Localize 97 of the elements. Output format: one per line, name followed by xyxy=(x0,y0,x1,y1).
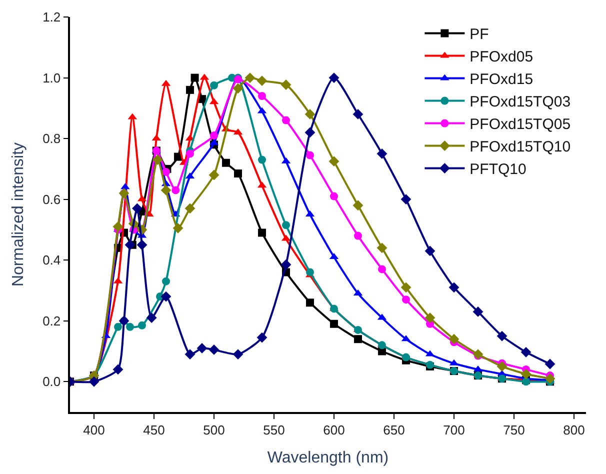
point xyxy=(162,168,170,176)
point xyxy=(496,361,508,372)
x-tick-label: 750 xyxy=(503,422,525,438)
point xyxy=(196,342,208,354)
legend-label: PFOxd15TQ10 xyxy=(470,138,571,156)
x-tick-label: 800 xyxy=(563,422,585,438)
x-tick-label: 650 xyxy=(383,422,405,438)
point xyxy=(160,184,172,196)
point xyxy=(330,320,338,328)
point xyxy=(232,349,244,360)
point xyxy=(330,192,338,200)
point xyxy=(208,170,220,180)
point xyxy=(544,358,556,370)
point xyxy=(354,232,362,240)
legend-label: PFOxd05 xyxy=(470,48,534,66)
point xyxy=(304,109,316,120)
point xyxy=(424,312,436,324)
point xyxy=(88,376,100,387)
point xyxy=(424,246,436,256)
point xyxy=(232,83,244,94)
point xyxy=(354,335,362,344)
point xyxy=(138,321,146,330)
point xyxy=(304,127,316,138)
x-tick-label: 450 xyxy=(143,422,165,438)
point xyxy=(306,151,314,160)
point xyxy=(210,81,218,90)
y-tick-label: 0.2 xyxy=(42,313,61,328)
point xyxy=(126,322,134,331)
point xyxy=(544,373,556,384)
point xyxy=(258,156,266,164)
point xyxy=(136,240,148,250)
point xyxy=(472,349,484,360)
point xyxy=(186,86,194,94)
point xyxy=(306,298,314,307)
point xyxy=(352,200,364,211)
y-tick-label: 1.0 xyxy=(42,70,61,86)
point xyxy=(400,194,412,205)
point xyxy=(234,169,242,178)
x-tick-label: 700 xyxy=(443,422,465,438)
point xyxy=(280,80,292,90)
point xyxy=(448,334,460,344)
point xyxy=(520,368,532,380)
point xyxy=(282,116,290,124)
point xyxy=(472,306,484,317)
x-axis-title: Wavelength (nm) xyxy=(267,450,389,467)
point xyxy=(400,282,412,293)
point xyxy=(124,240,136,250)
y-axis-title: Normalized intensity xyxy=(10,142,27,287)
x-tick-label: 500 xyxy=(203,422,225,438)
point xyxy=(376,148,388,159)
legend-label: PFOxd15TQ03 xyxy=(470,94,571,111)
y-tick-label: 0.8 xyxy=(42,131,61,146)
point xyxy=(160,291,172,302)
point xyxy=(210,132,218,140)
point xyxy=(258,92,266,100)
point xyxy=(402,296,410,304)
point xyxy=(520,346,532,358)
point xyxy=(376,242,388,254)
point xyxy=(496,330,508,342)
point xyxy=(222,158,230,167)
point xyxy=(256,76,268,86)
point xyxy=(152,154,163,166)
x-tick-label: 550 xyxy=(263,422,285,438)
point xyxy=(190,74,199,82)
y-tick-label: 0.0 xyxy=(42,374,61,390)
point xyxy=(162,277,170,286)
point xyxy=(146,312,157,324)
point xyxy=(132,203,142,214)
legend-label: PFOxd15TQ05 xyxy=(470,116,571,134)
point xyxy=(184,349,196,360)
point xyxy=(186,150,194,158)
legend-label: PF xyxy=(470,26,489,44)
y-tick-label: 0.4 xyxy=(42,252,61,268)
point xyxy=(280,259,292,270)
y-tick-label: 0.6 xyxy=(42,192,61,207)
y-tick-label: 1.2 xyxy=(42,10,61,25)
point xyxy=(352,109,364,120)
point xyxy=(328,156,340,167)
x-tick-label: 400 xyxy=(83,422,105,438)
point xyxy=(378,265,386,274)
point xyxy=(114,322,122,331)
point xyxy=(172,186,180,194)
legend-label: PFTQ10 xyxy=(470,161,526,178)
point xyxy=(112,364,124,375)
point xyxy=(328,72,340,83)
x-tick-label: 600 xyxy=(323,422,345,438)
point xyxy=(306,268,314,276)
point xyxy=(208,344,220,355)
legend-label: PFOxd15 xyxy=(470,71,534,88)
point xyxy=(244,72,256,83)
point xyxy=(112,221,124,232)
point xyxy=(282,221,290,230)
point xyxy=(448,282,460,293)
point xyxy=(184,203,196,214)
point xyxy=(256,332,268,343)
point xyxy=(172,222,184,234)
point xyxy=(258,228,266,237)
